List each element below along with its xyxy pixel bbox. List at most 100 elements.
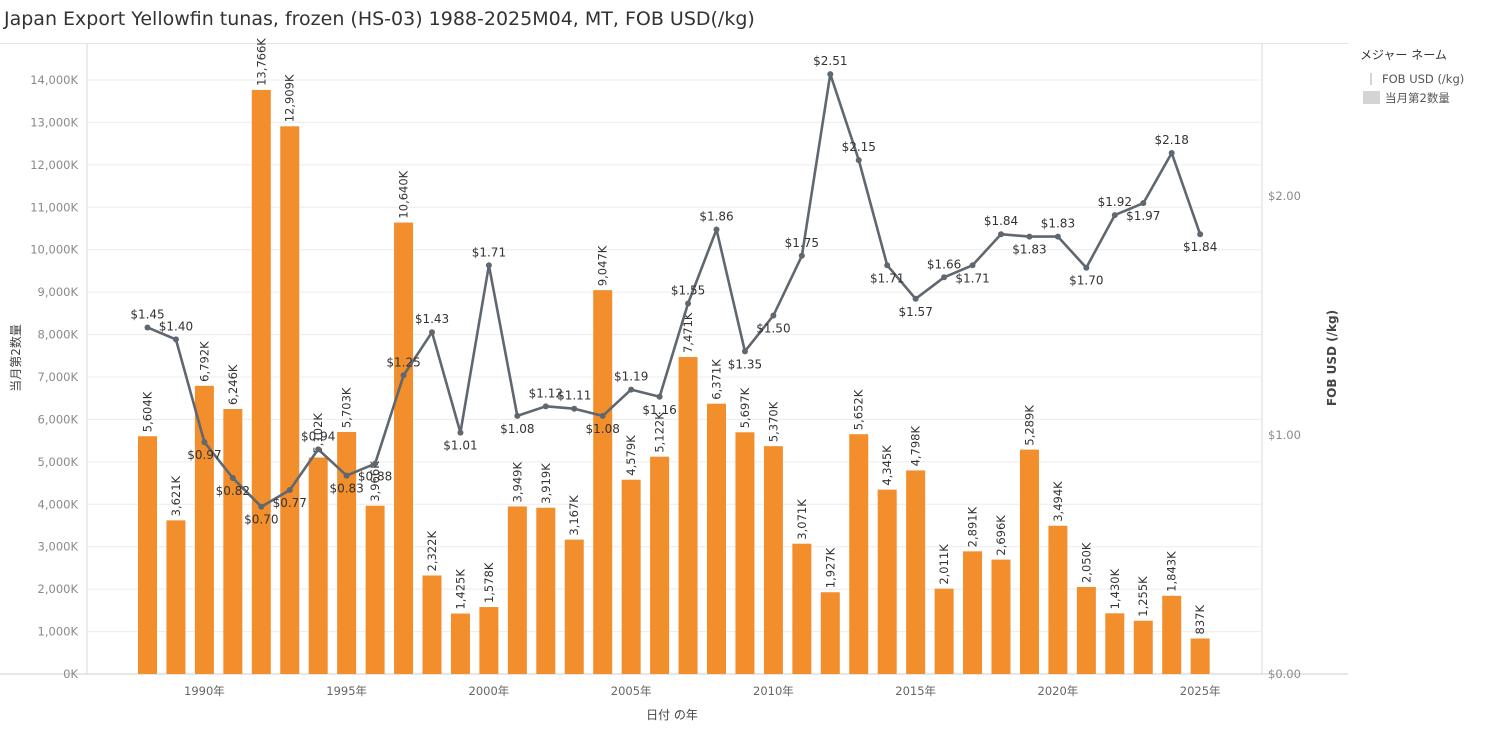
price-point: [1140, 200, 1147, 207]
price-point: [485, 262, 492, 269]
bar: [849, 434, 869, 674]
x-tick-label: 2000年: [469, 684, 510, 698]
bar-labels: 5,604K 3,621K 6,792K 6,246K 13,766K 12,909K 5,…: [141, 38, 1208, 635]
price-point: [1111, 212, 1118, 219]
bar-value-label: 3,071K: [795, 499, 809, 540]
price-value-label: $1.75: [785, 236, 819, 250]
bar-value-label: 6,246K: [226, 364, 240, 405]
bar-value-label: 837K: [1193, 605, 1207, 635]
x-tick-label: 1990年: [184, 684, 225, 698]
bar: [138, 436, 157, 674]
price-point: [343, 472, 350, 479]
price-value-label: $1.71: [472, 245, 506, 259]
price-value-label: $0.97: [187, 448, 221, 462]
price-point: [229, 475, 236, 482]
price-value-label: $1.83: [1012, 243, 1046, 257]
bar-value-label: 3,949K: [510, 462, 524, 503]
price-point: [144, 324, 151, 331]
bar: [166, 520, 186, 674]
price-value-label: $1.35: [728, 357, 762, 371]
bar-value-label: 1,425K: [453, 569, 467, 610]
bar-value-label: 6,371K: [710, 359, 724, 400]
x-tick-label: 2020年: [1038, 684, 1079, 698]
legend-item-quantity[interactable]: 当月第2数量: [1360, 88, 1464, 107]
bar-value-label: 10,640K: [397, 170, 411, 218]
bar-value-label: 2,696K: [994, 515, 1008, 556]
legend-item-price[interactable]: FOB USD (/kg): [1360, 69, 1464, 88]
x-tick-label: 2010年: [753, 684, 794, 698]
price-value-label: $1.71: [870, 271, 904, 285]
price-value-label: $1.66: [927, 257, 961, 271]
bar: [593, 290, 613, 674]
chart-title: Japan Export Yellowfin tunas, frozen (HS…: [4, 8, 755, 30]
left-tick-label: 7,000K: [38, 370, 79, 384]
price-value-label: $1.43: [415, 312, 449, 326]
left-tick-label: 12,000K: [30, 158, 78, 172]
price-value-label: $0.94: [301, 429, 335, 443]
bar: [251, 89, 271, 674]
x-tick-label: 2005年: [611, 684, 652, 698]
bar: [1133, 620, 1153, 674]
price-point: [514, 412, 521, 419]
price-point: [315, 446, 322, 453]
bar-value-label: 4,579K: [624, 435, 638, 476]
x-tick-label: 2025年: [1180, 684, 1221, 698]
bar: [479, 607, 499, 674]
price-point: [286, 486, 293, 493]
legend-label-price: FOB USD (/kg): [1382, 71, 1465, 86]
bar-value-label: 4,345K: [880, 445, 894, 486]
bar: [621, 479, 641, 674]
bar-swatch-icon: [1363, 91, 1380, 104]
price-point: [599, 412, 606, 419]
price-value-label: $0.82: [216, 484, 250, 498]
left-tick-label: 8,000K: [38, 328, 79, 342]
bar: [707, 403, 726, 674]
left-tick-label: 11,000K: [30, 200, 78, 214]
price-point: [1054, 233, 1061, 240]
left-tick-label: 9,000K: [38, 285, 79, 299]
price-value-label: $1.08: [500, 422, 534, 436]
bar: [394, 222, 414, 674]
bar: [763, 446, 783, 674]
price-point: [912, 295, 919, 302]
price-value-label: $1.57: [898, 305, 932, 319]
bar: [223, 408, 243, 674]
x-tick-label: 2015年: [895, 684, 936, 698]
right-tick-label: $1.00: [1268, 428, 1301, 442]
bar: [1105, 613, 1125, 674]
bar-value-label: 1,843K: [1165, 551, 1179, 592]
bar: [308, 457, 328, 674]
price-point: [713, 226, 720, 233]
left-tick-label: 6,000K: [38, 412, 79, 426]
bar: [650, 456, 670, 674]
price-value-label: $0.70: [244, 513, 278, 527]
price-value-label: $1.08: [586, 422, 620, 436]
left-tick-label: 1,000K: [38, 625, 79, 639]
bar-value-label: 5,122K: [653, 412, 667, 453]
bar: [1048, 525, 1068, 674]
bar-value-label: 9,047K: [596, 245, 610, 286]
bar-series: [138, 89, 1210, 675]
y-axis-label-right: FOB USD (/kg): [1325, 310, 1339, 406]
price-point: [457, 429, 464, 436]
price-point: [571, 405, 578, 412]
x-axis: 1990年 1995年 2000年 2005年 2010年 2015年 2020年 2025年: [184, 684, 1221, 698]
bar: [422, 575, 442, 674]
price-value-label: $1.45: [130, 307, 164, 321]
bar: [1076, 587, 1096, 674]
price-value-label: $0.88: [358, 470, 392, 484]
bar-value-label: 1,255K: [1136, 576, 1150, 617]
price-value-label: $1.97: [1126, 209, 1160, 223]
left-tick-label: 2,000K: [38, 582, 79, 596]
bar: [564, 539, 584, 674]
bar-value-label: 3,494K: [1051, 481, 1065, 522]
price-value-label: $1.84: [1183, 240, 1217, 254]
bar-value-label: 2,322K: [425, 531, 439, 572]
bar-value-label: 1,430K: [1108, 568, 1122, 609]
bar-value-label: 5,102K: [311, 413, 325, 454]
bar-value-label: 3,167K: [567, 495, 581, 536]
left-tick-label: 3,000K: [38, 540, 79, 554]
right-tick-label: $0.00: [1268, 667, 1301, 681]
price-value-label: $1.71: [955, 271, 989, 285]
bar: [792, 543, 812, 674]
